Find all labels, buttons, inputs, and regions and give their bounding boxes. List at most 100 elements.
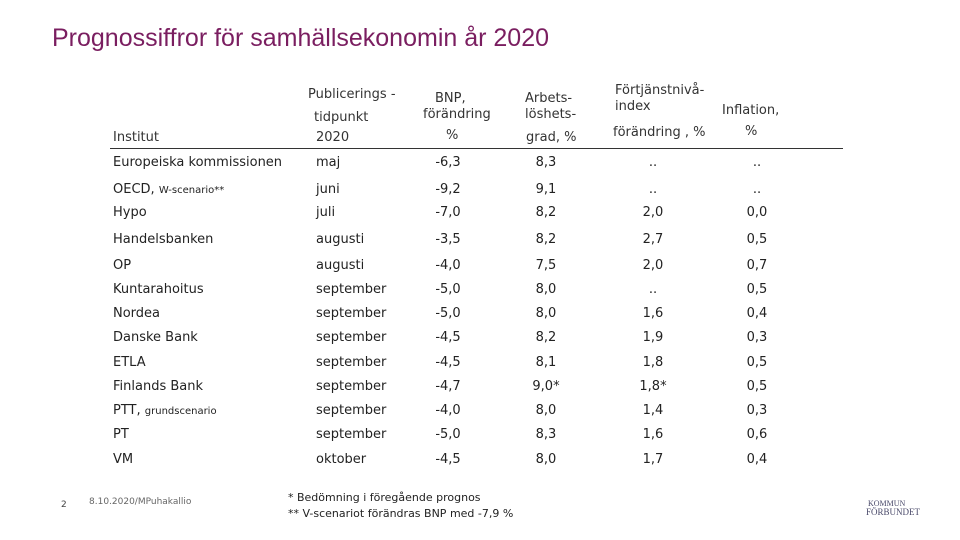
row-bnp: -4,7 bbox=[435, 379, 461, 394]
row-publiceringstidpunkt: maj bbox=[316, 155, 341, 170]
footer-date-author: 8.10.2020/MPuhakallio bbox=[89, 497, 192, 507]
row-arbetsloshet: 9,0* bbox=[532, 379, 560, 394]
row-publiceringstidpunkt: september bbox=[316, 403, 387, 418]
row-fortjanstniva: 2,0 bbox=[642, 205, 664, 220]
institut-name: PT bbox=[113, 427, 129, 442]
row-arbetsloshet: 8,3 bbox=[535, 427, 557, 442]
row-publiceringstidpunkt: juni bbox=[316, 182, 340, 197]
row-inflation: 0,4 bbox=[746, 306, 768, 321]
footnote-2: ** V-scenariot förändras BNP med -7,9 % bbox=[288, 507, 514, 520]
header-bnp-2: förändring bbox=[423, 107, 491, 122]
kommunforbundet-logo: KOMMUN FÖRBUNDET bbox=[866, 498, 938, 518]
row-fortjanstniva: 2,7 bbox=[642, 232, 664, 247]
row-institut: PT bbox=[113, 427, 129, 442]
row-institut: OECD, W-scenario** bbox=[113, 182, 224, 197]
header-arbets-3: grad, % bbox=[526, 130, 577, 145]
header-arbets-1: Arbets- bbox=[525, 91, 573, 106]
row-bnp: -3,5 bbox=[435, 232, 461, 247]
row-bnp: -4,5 bbox=[435, 330, 461, 345]
row-bnp: -9,2 bbox=[435, 182, 461, 197]
institut-scenario: grundscenario bbox=[144, 406, 217, 417]
row-bnp: -5,0 bbox=[435, 282, 461, 297]
header-publicering-2: tidpunkt bbox=[314, 110, 369, 125]
row-fortjanstniva: 1,9 bbox=[642, 330, 664, 345]
row-inflation: 0,3 bbox=[746, 330, 768, 345]
row-institut: VM bbox=[113, 452, 133, 467]
row-fortjanstniva: .. bbox=[648, 282, 658, 297]
row-bnp: -6,3 bbox=[435, 155, 461, 170]
row-inflation: 0,4 bbox=[746, 452, 768, 467]
row-institut: Nordea bbox=[113, 306, 160, 321]
row-inflation: .. bbox=[752, 155, 762, 170]
row-arbetsloshet: 8,2 bbox=[535, 232, 557, 247]
row-inflation: 0,6 bbox=[746, 427, 768, 442]
row-fortjanstniva: 1,8 bbox=[642, 355, 664, 370]
row-fortjanstniva: 1,7 bbox=[642, 452, 664, 467]
row-inflation: 0,5 bbox=[746, 355, 768, 370]
institut-name: Europeiska kommissionen bbox=[113, 155, 283, 170]
row-inflation: 0,5 bbox=[746, 379, 768, 394]
header-inflation-2: % bbox=[745, 124, 758, 139]
header-institut: Institut bbox=[113, 130, 159, 145]
institut-scenario: W-scenario** bbox=[158, 185, 225, 196]
institut-name: Nordea bbox=[113, 306, 161, 321]
institut-name: Handelsbanken bbox=[113, 232, 214, 247]
row-arbetsloshet: 8,0 bbox=[535, 403, 557, 418]
row-publiceringstidpunkt: september bbox=[316, 330, 387, 345]
row-fortjanstniva: 1,8* bbox=[639, 379, 667, 394]
row-institut: Handelsbanken bbox=[113, 232, 213, 247]
institut-name: Danske Bank bbox=[113, 330, 198, 345]
logo-line1: KOMMUN bbox=[868, 499, 906, 508]
row-arbetsloshet: 8,1 bbox=[535, 355, 557, 370]
row-publiceringstidpunkt: september bbox=[316, 427, 387, 442]
header-publicering-1: Publicerings - bbox=[308, 87, 396, 102]
row-bnp: -4,0 bbox=[435, 403, 461, 418]
row-arbetsloshet: 8,0 bbox=[535, 282, 557, 297]
institut-name: Hypo bbox=[113, 205, 147, 220]
row-inflation: 0,7 bbox=[746, 258, 768, 273]
header-bnp-3: % bbox=[446, 128, 459, 143]
row-publiceringstidpunkt: september bbox=[316, 306, 387, 321]
header-fortj-1: Förtjänstnivå- bbox=[615, 83, 705, 98]
row-bnp: -5,0 bbox=[435, 427, 461, 442]
row-bnp: -7,0 bbox=[435, 205, 461, 220]
row-bnp: -5,0 bbox=[435, 306, 461, 321]
row-arbetsloshet: 8,0 bbox=[535, 452, 557, 467]
row-publiceringstidpunkt: september bbox=[316, 282, 387, 297]
row-bnp: -4,5 bbox=[435, 355, 461, 370]
row-fortjanstniva: .. bbox=[648, 155, 658, 170]
header-arbets-2: löshets- bbox=[525, 107, 577, 122]
row-bnp: -4,5 bbox=[435, 452, 461, 467]
row-publiceringstidpunkt: oktober bbox=[316, 452, 367, 467]
page-title: Prognossiffror för samhällsekonomin år 2… bbox=[52, 24, 550, 52]
row-arbetsloshet: 9,1 bbox=[535, 182, 557, 197]
institut-name: ETLA bbox=[113, 355, 146, 370]
row-fortjanstniva: 1,6 bbox=[642, 306, 664, 321]
row-arbetsloshet: 8,2 bbox=[535, 330, 557, 345]
row-publiceringstidpunkt: juli bbox=[316, 205, 336, 220]
row-arbetsloshet: 8,2 bbox=[535, 205, 557, 220]
row-fortjanstniva: 2,0 bbox=[642, 258, 664, 273]
header-bnp-1: BNP, bbox=[435, 91, 466, 106]
header-publicering-3: 2020 bbox=[316, 130, 350, 145]
row-institut: Hypo bbox=[113, 205, 147, 220]
header-fortj-2: index bbox=[615, 99, 651, 114]
row-fortjanstniva: .. bbox=[648, 182, 658, 197]
row-institut: Finlands Bank bbox=[113, 379, 203, 394]
logo-icon: KOMMUN FÖRBUNDET bbox=[866, 499, 921, 517]
institut-name: OECD, bbox=[113, 182, 159, 197]
row-institut: ETLA bbox=[113, 355, 146, 370]
institut-name: Kuntarahoitus bbox=[113, 282, 204, 297]
header-fortj-3: förändring , % bbox=[613, 125, 706, 140]
row-institut: PTT, grundscenario bbox=[113, 403, 217, 418]
row-publiceringstidpunkt: augusti bbox=[316, 232, 365, 247]
footnote-1: * Bedömning i föregående prognos bbox=[288, 491, 481, 504]
row-arbetsloshet: 8,3 bbox=[535, 155, 557, 170]
row-inflation: 0,5 bbox=[746, 282, 768, 297]
row-inflation: 0,0 bbox=[746, 205, 768, 220]
row-publiceringstidpunkt: augusti bbox=[316, 258, 365, 273]
institut-name: Finlands Bank bbox=[113, 379, 204, 394]
row-publiceringstidpunkt: september bbox=[316, 379, 387, 394]
row-inflation: .. bbox=[752, 182, 762, 197]
row-fortjanstniva: 1,4 bbox=[642, 403, 664, 418]
